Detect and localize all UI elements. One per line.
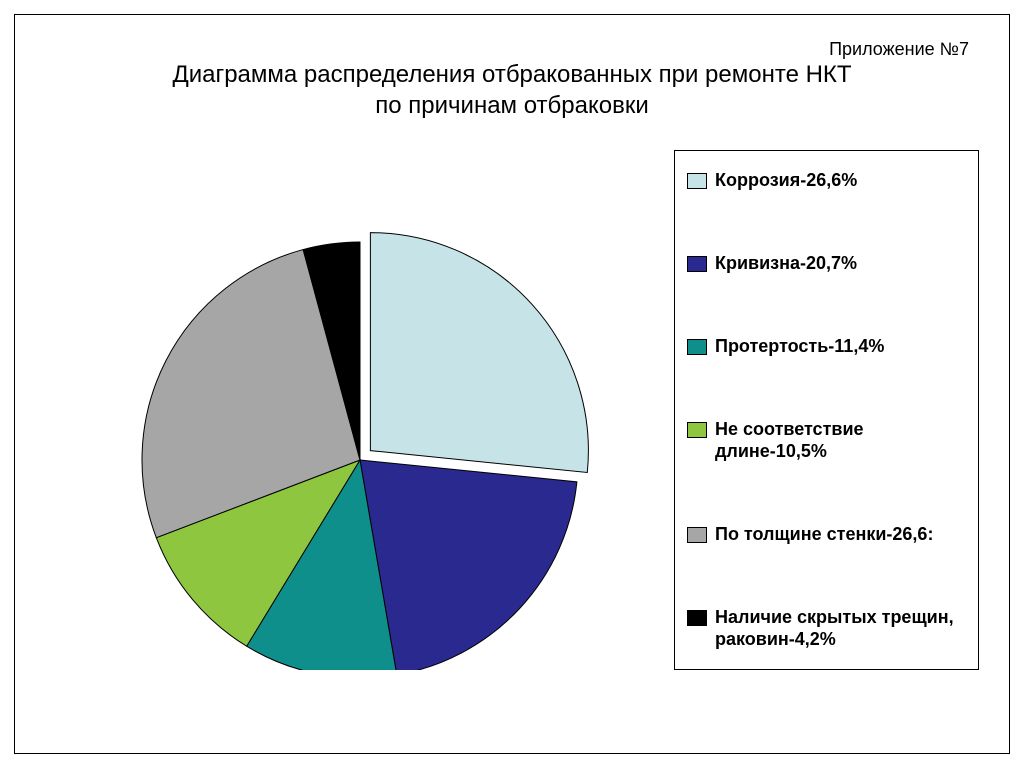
legend-swatch bbox=[687, 339, 707, 355]
legend-item: Коррозия-26,6% bbox=[687, 169, 966, 192]
legend-label: Не соответствие длине-10,5% bbox=[715, 418, 966, 463]
title-line-1: Диаграмма распределения отбракованных пр… bbox=[172, 61, 851, 88]
legend-swatch bbox=[687, 422, 707, 438]
legend-item: Кривизна-20,7% bbox=[687, 252, 966, 275]
legend-label: Протертость-11,4% bbox=[715, 335, 966, 358]
legend-label: Наличие скрытых трещин, раковин-4,2% bbox=[715, 606, 966, 651]
legend: Коррозия-26,6% Кривизна-20,7% Протертость-… bbox=[674, 150, 979, 670]
pie-svg bbox=[75, 150, 635, 670]
legend-item: Протертость-11,4% bbox=[687, 335, 966, 358]
pie-slice bbox=[370, 233, 588, 473]
legend-item: Не соответствие длине-10,5% bbox=[687, 418, 966, 463]
chart-title: Диаграмма распределения отбракованных пр… bbox=[15, 59, 1009, 121]
legend-swatch bbox=[687, 610, 707, 626]
legend-swatch bbox=[687, 256, 707, 272]
legend-item: По толщине стенки-26,6: bbox=[687, 523, 966, 546]
legend-label: Коррозия-26,6% bbox=[715, 169, 966, 192]
legend-label: По толщине стенки-26,6: bbox=[715, 523, 966, 546]
outer-frame: Приложение №7 Диаграмма распределения от… bbox=[14, 14, 1010, 754]
appendix-label: Приложение №7 bbox=[829, 39, 969, 60]
title-line-2: по причинам отбраковки bbox=[375, 92, 648, 119]
pie-slice bbox=[360, 460, 577, 670]
legend-swatch bbox=[687, 527, 707, 543]
legend-item: Наличие скрытых трещин, раковин-4,2% bbox=[687, 606, 966, 651]
pie-chart bbox=[75, 150, 635, 670]
legend-swatch bbox=[687, 173, 707, 189]
legend-label: Кривизна-20,7% bbox=[715, 252, 966, 275]
